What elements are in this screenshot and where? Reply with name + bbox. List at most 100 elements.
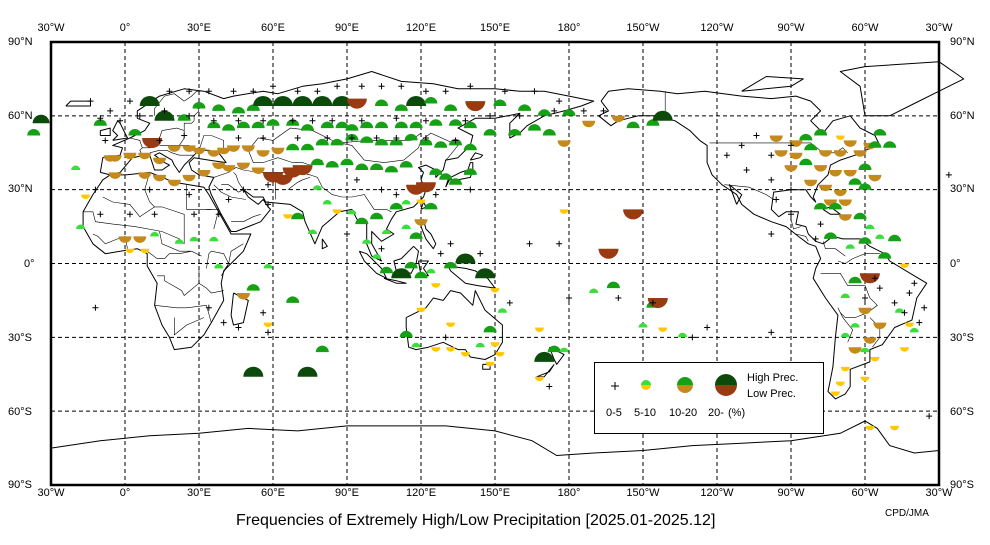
low-frequency-plus-marker	[156, 137, 163, 144]
high-precip-marker	[320, 121, 334, 129]
high-precip-marker	[32, 114, 50, 124]
low-frequency-plus-marker	[151, 211, 158, 218]
low-frequency-plus-marker	[477, 250, 484, 257]
low-precip-marker	[263, 322, 273, 328]
low-frequency-plus-marker	[862, 294, 868, 301]
low-frequency-plus-marker	[294, 134, 301, 141]
low-precip-marker	[858, 307, 872, 315]
country-border	[790, 219, 801, 230]
low-frequency-plus-marker	[876, 285, 883, 292]
low-frequency-plus-marker	[358, 83, 365, 90]
high-precip-marker	[542, 129, 556, 136]
low-frequency-plus-marker	[704, 324, 711, 331]
bottom-lon-tick: 120°W	[700, 487, 734, 499]
low-precip-marker	[582, 120, 596, 128]
high-precip-marker	[559, 347, 569, 353]
low-frequency-plus-marker	[358, 117, 365, 124]
high-precip-marker	[375, 138, 388, 146]
country-border	[724, 184, 774, 200]
high-precip-marker	[799, 133, 813, 141]
low-frequency-plus-marker	[501, 88, 508, 95]
high-precip-marker	[372, 254, 382, 259]
legend-large-symbol	[715, 374, 737, 396]
high-precip-marker	[840, 332, 850, 338]
low-precip-marker	[900, 347, 909, 352]
map-title: Frequencies of Extremely High/Low Precip…	[236, 512, 716, 529]
high-precip-marker	[850, 323, 860, 328]
low-frequency-plus-marker	[945, 171, 952, 178]
high-precip-marker	[308, 229, 317, 234]
low-frequency-plus-marker	[107, 107, 114, 114]
low-frequency-plus-marker	[205, 304, 212, 311]
low-precip-marker	[192, 147, 206, 155]
coastlines	[50, 61, 965, 457]
coastline	[358, 250, 387, 279]
low-frequency-plus-marker	[309, 117, 316, 124]
high-precip-marker	[370, 212, 384, 220]
low-frequency-plus-marker	[393, 191, 400, 198]
high-precip-marker	[547, 345, 561, 353]
low-frequency-plus-marker	[378, 186, 385, 193]
low-precip-marker	[197, 170, 211, 177]
low-precip-marker	[774, 150, 788, 157]
low-frequency-plus-marker	[723, 152, 730, 159]
low-frequency-plus-marker	[546, 383, 553, 390]
high-precip-marker	[858, 163, 872, 170]
low-precip-marker	[485, 361, 495, 367]
high-precip-marker	[814, 129, 828, 136]
low-precip-marker	[658, 327, 668, 332]
low-precip-marker	[835, 381, 845, 387]
low-precip-marker	[804, 179, 818, 187]
low-frequency-plus-marker	[442, 334, 449, 341]
low-frequency-plus-marker	[161, 107, 168, 114]
high-precip-marker	[429, 168, 443, 175]
low-precip-marker	[848, 347, 862, 354]
station-markers	[27, 96, 919, 431]
low-precip-marker	[431, 347, 441, 352]
low-precip-marker	[860, 376, 870, 382]
high-precip-marker	[606, 281, 620, 289]
low-frequency-plus-marker	[344, 230, 350, 237]
country-border	[83, 211, 185, 245]
high-precip-marker	[301, 143, 314, 151]
high-precip-marker	[266, 119, 280, 126]
low-frequency-plus-marker	[378, 83, 385, 90]
left-lat-tick: 30°S	[8, 332, 32, 344]
low-precip-marker	[534, 327, 544, 332]
high-precip-marker	[518, 104, 532, 111]
country-border	[184, 90, 202, 102]
top-lon-tick: 150°W	[626, 22, 660, 34]
high-precip-marker	[401, 199, 411, 205]
high-precip-marker	[272, 96, 293, 106]
low-precip-marker	[292, 165, 313, 176]
low-precip-marker	[769, 135, 783, 143]
high-precip-marker	[828, 202, 842, 210]
high-precip-marker	[475, 342, 485, 348]
low-frequency-plus-marker	[250, 88, 257, 95]
coastline	[741, 76, 804, 92]
low-precip-marker	[138, 152, 152, 160]
low-frequency-plus-marker	[916, 319, 923, 326]
country-border	[159, 231, 202, 257]
high-precip-marker	[370, 163, 384, 170]
low-precip-marker	[431, 283, 441, 288]
low-frequency-plus-marker	[314, 88, 321, 95]
country-border	[186, 184, 212, 210]
high-precip-marker	[799, 158, 813, 166]
high-precip-marker	[444, 104, 458, 111]
high-precip-marker	[246, 104, 260, 111]
low-precip-marker	[182, 145, 196, 152]
low-frequency-plus-marker	[260, 309, 267, 316]
right-lat-tick: 30°S	[950, 332, 974, 344]
low-frequency-plus-marker	[615, 294, 622, 301]
country-borders	[83, 90, 881, 348]
high-precip-marker	[222, 124, 236, 131]
coastline	[112, 120, 128, 141]
country-border	[102, 196, 155, 218]
legend-box: High Prec. Low Prec. 0-5 5-10 10-20 20- …	[594, 362, 824, 434]
bottom-lon-tick: 30°W	[925, 487, 953, 499]
high-precip-marker	[409, 121, 423, 129]
low-precip-marker	[557, 140, 571, 147]
high-precip-marker	[347, 209, 357, 215]
low-precip-marker	[118, 236, 132, 243]
